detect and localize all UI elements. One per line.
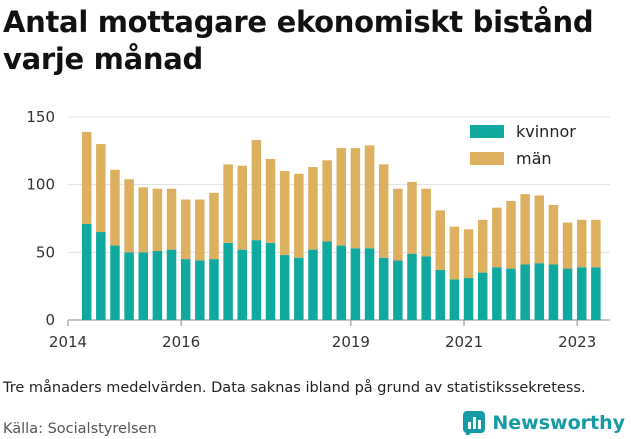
bar-kvinnor (576, 267, 587, 320)
bar-kvinnor (195, 260, 205, 320)
bar-kvinnor (96, 232, 106, 320)
bar-man (223, 164, 233, 243)
bar-kvinnor (463, 278, 474, 320)
bar-kvinnor (279, 255, 290, 320)
y-tick-label: 100 (26, 176, 55, 194)
bar-man (180, 199, 191, 260)
bar-man (308, 167, 318, 250)
y-tick-label: 0 (45, 311, 55, 329)
bar-chart-logo-icon (463, 411, 486, 435)
x-tick-label: 2019 (332, 333, 370, 351)
bar-man (449, 226, 460, 280)
chart-note: Tre månaders medelvärden. Data saknas ib… (3, 380, 586, 396)
bar-kvinnor (237, 249, 247, 320)
bar-man (265, 158, 276, 243)
bar-kvinnor (138, 252, 148, 320)
bar-kvinnor (364, 248, 375, 320)
bar-man (534, 195, 545, 264)
legend: kvinnor män (470, 122, 576, 168)
x-tick-label: 2016 (162, 333, 200, 351)
bar-kvinnor (534, 263, 545, 320)
stacked-bar-chart: 0 50 100 150 2014 2016 2019 2021 2023 kvinnor mä… (26, 108, 610, 351)
bar-man (152, 188, 163, 251)
bar-kvinnor (223, 242, 233, 320)
bar-man (393, 188, 403, 261)
y-tick-label: 50 (36, 243, 55, 261)
newsworthy-logo[interactable]: Newsworthy (463, 410, 625, 436)
legend-label: kvinnor (516, 122, 576, 141)
bars (81, 131, 601, 320)
bar-kvinnor (449, 279, 460, 320)
bar-kvinnor (520, 264, 530, 320)
bar-kvinnor (124, 252, 134, 320)
bar-man (251, 140, 262, 241)
bar-kvinnor (421, 256, 431, 320)
bar-man (364, 145, 375, 249)
bar-kvinnor (110, 245, 120, 320)
bar-man (336, 148, 347, 246)
bar-man (124, 179, 134, 253)
bar-kvinnor (180, 259, 191, 320)
x-tick-label: 2021 (445, 333, 483, 351)
bar-man (463, 229, 474, 279)
bar-kvinnor (477, 272, 488, 320)
bar-man (492, 207, 502, 268)
bar-kvinnor (506, 268, 516, 320)
bar-kvinnor (407, 253, 417, 320)
bar-man (138, 187, 148, 253)
bar-kvinnor (81, 223, 92, 320)
bar-kvinnor (322, 241, 332, 320)
bar-kvinnor (308, 249, 318, 320)
bar-man (279, 171, 290, 256)
bar-man (562, 222, 573, 269)
bar-kvinnor (548, 264, 559, 320)
bar-man (548, 204, 559, 265)
brand-name: Newsworthy (492, 412, 625, 434)
bar-man (591, 219, 601, 268)
bar-man (378, 164, 389, 258)
x-tick-label: 2014 (49, 333, 87, 351)
bar-man (350, 148, 361, 249)
bar-man (421, 188, 431, 257)
bar-man (195, 199, 205, 261)
bar-kvinnor (294, 257, 304, 320)
bar-kvinnor (435, 269, 446, 320)
bar-man (322, 160, 332, 242)
y-axis-tick-labels: 0 50 100 150 (26, 108, 55, 329)
bar-man (576, 219, 587, 268)
bar-kvinnor (393, 260, 403, 320)
bar-kvinnor (492, 267, 502, 320)
x-tick-label: 2023 (558, 333, 596, 351)
bar-kvinnor (166, 249, 177, 320)
bar-kvinnor (265, 242, 276, 320)
bar-kvinnor (152, 250, 163, 320)
bar-kvinnor (336, 245, 347, 320)
bar-man (520, 194, 530, 265)
bar-man (506, 200, 516, 269)
source-label: Källa: Socialstyrelsen (3, 421, 157, 437)
bar-man (166, 188, 177, 250)
bar-man (237, 165, 247, 250)
bar-kvinnor (378, 257, 389, 320)
bar-man (110, 169, 120, 246)
bar-kvinnor (591, 267, 601, 320)
bar-kvinnor (562, 268, 573, 320)
bar-kvinnor (209, 259, 219, 320)
bar-kvinnor (251, 240, 262, 320)
legend-swatch (470, 152, 504, 165)
x-axis: 2014 2016 2019 2021 2023 (49, 320, 596, 351)
bar-man (294, 173, 304, 258)
legend-label: män (516, 149, 552, 168)
bar-man (477, 219, 488, 273)
bar-man (435, 210, 446, 270)
chart-title: Antal mottagare ekonomiskt bistånd varje… (3, 5, 594, 76)
bar-man (81, 131, 92, 224)
legend-swatch (470, 125, 504, 138)
y-tick-label: 150 (26, 108, 55, 126)
bar-kvinnor (350, 248, 361, 320)
bar-man (96, 144, 106, 233)
bar-man (209, 192, 219, 260)
bar-man (407, 181, 417, 254)
